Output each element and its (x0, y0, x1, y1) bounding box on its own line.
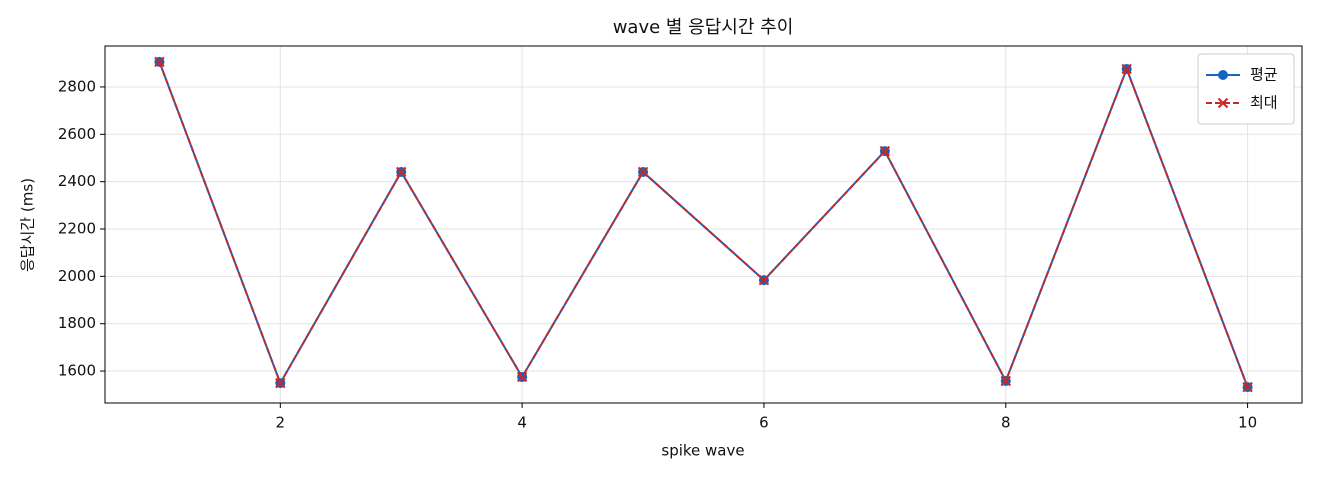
marker (275, 377, 286, 389)
y-tick-label: 1800 (58, 314, 96, 332)
y-tick-label: 2800 (58, 77, 96, 95)
y-tick-label: 2200 (58, 219, 96, 237)
line (158, 61, 1249, 388)
marker (154, 56, 165, 68)
marker-stroke (758, 274, 770, 286)
marker (1242, 381, 1253, 393)
legend-label: 평균 (1250, 66, 1278, 84)
x-tick-label: 8 (1001, 414, 1011, 432)
marker (516, 371, 528, 383)
y-tick-label: 2000 (58, 267, 96, 285)
marker-stroke (637, 166, 649, 178)
x-axis-label: spike wave (661, 442, 744, 460)
chart-title: wave 별 응답시간 추이 (613, 17, 794, 38)
x-tick-label: 2 (276, 414, 286, 432)
marker-stroke (1000, 375, 1011, 387)
marker-stroke (1217, 97, 1229, 109)
marker-stroke (1121, 63, 1132, 75)
y-tick-label: 2600 (58, 125, 96, 143)
marker (758, 274, 770, 286)
marker-stroke (879, 145, 891, 157)
y-tick-label: 2400 (58, 172, 96, 190)
legend-label: 최대 (1250, 94, 1278, 112)
marker (1121, 63, 1132, 75)
x-tick-label: 4 (517, 414, 527, 432)
marker-stroke (516, 371, 528, 383)
x-tick-label: 10 (1238, 414, 1257, 432)
marker-stroke (396, 166, 407, 178)
plot-frame (104, 45, 1303, 404)
x-tick-label: 6 (759, 414, 769, 432)
y-tick-label: 1600 (58, 362, 96, 380)
marker-stroke (1242, 381, 1253, 393)
marker (1000, 375, 1011, 387)
line (158, 61, 1249, 388)
marker (396, 166, 407, 178)
marker (637, 166, 649, 178)
marker (879, 145, 891, 157)
marker-stroke (275, 377, 286, 389)
legend-box (1197, 53, 1295, 125)
marker-stroke (154, 56, 165, 68)
marker (1217, 97, 1229, 109)
marker (1218, 70, 1228, 80)
y-axis-label: 응답시간 (ms) (19, 178, 37, 272)
